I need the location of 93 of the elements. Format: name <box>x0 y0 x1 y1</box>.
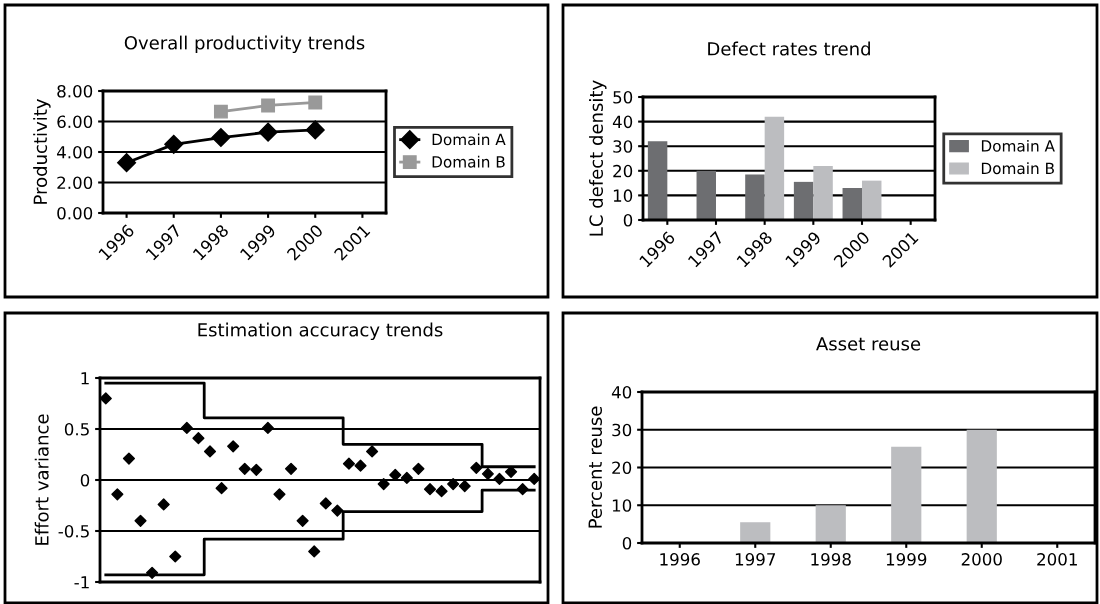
y-tick-label: 20 <box>613 164 633 178</box>
point <box>308 545 321 558</box>
point <box>122 452 136 465</box>
y-axis-title: Percent reuse <box>588 406 603 528</box>
point <box>157 498 170 511</box>
point <box>423 483 437 496</box>
point <box>192 432 205 445</box>
y-tick-label: 50 <box>613 90 633 104</box>
point <box>238 462 251 475</box>
point <box>284 462 298 475</box>
y-tick-label: 6.00 <box>57 115 93 129</box>
point <box>250 463 263 476</box>
bar <box>696 170 716 220</box>
point <box>215 482 228 495</box>
point <box>308 95 323 110</box>
point <box>470 461 483 474</box>
bar <box>815 505 846 543</box>
y-tick-label: 20 <box>612 461 632 475</box>
x-tick-label: 1999 <box>886 553 927 566</box>
y-tick-label: 8.00 <box>57 84 93 98</box>
chart-title: Asset reuse <box>816 337 921 351</box>
y-tick-label: 0 <box>623 213 633 227</box>
legend-label: Domain B <box>432 155 505 168</box>
chart-title: Estimation accuracy trends <box>198 322 443 341</box>
y-tick-label: -1 <box>74 576 89 589</box>
point <box>111 488 124 501</box>
y-tick-label: 30 <box>613 140 633 153</box>
y-tick-label: 0 <box>80 473 90 487</box>
y-tick-label: 0 <box>622 536 632 550</box>
point <box>331 504 344 517</box>
point <box>261 421 274 435</box>
point <box>366 445 379 458</box>
chart-title: Overall productivity trends <box>124 35 365 54</box>
bar <box>764 116 785 220</box>
x-tick-label: 2000 <box>961 553 1002 566</box>
y-axis-title: Effort variance <box>34 414 49 545</box>
point <box>203 445 217 458</box>
y-axis-title: LC defect density <box>589 80 607 236</box>
x-tick-label: 1996 <box>660 553 700 566</box>
bar <box>813 165 833 220</box>
y-tick-label: 2.00 <box>57 176 93 190</box>
legend-label: Domain A <box>432 133 506 146</box>
x-tick-label: 1998 <box>811 553 851 566</box>
point <box>180 421 193 435</box>
point <box>342 457 356 470</box>
point <box>164 134 184 154</box>
y-axis-title: Productivity <box>33 99 51 204</box>
point <box>377 478 390 491</box>
y-tick-label: 40 <box>611 385 632 399</box>
y-tick-label: -0.5 <box>58 524 89 538</box>
point <box>261 98 276 113</box>
x-tick-label: 1997 <box>735 553 776 566</box>
y-tick-label: 0.00 <box>57 206 93 220</box>
point <box>493 472 506 486</box>
bar <box>966 429 997 543</box>
y-tick-label: 0.5 <box>64 422 89 436</box>
y-tick-label: 10 <box>612 499 632 512</box>
legend-label: Domain A <box>981 139 1055 152</box>
point <box>528 472 540 486</box>
x-tick-label: 2001 <box>1037 553 1077 566</box>
bar <box>793 181 814 220</box>
y-tick-label: 4.00 <box>56 145 93 159</box>
point <box>435 485 448 498</box>
point <box>305 120 325 140</box>
bar <box>745 174 765 220</box>
point <box>458 480 471 493</box>
point <box>258 122 278 142</box>
point <box>100 392 112 405</box>
y-tick-label: 40 <box>612 115 633 129</box>
bar <box>891 446 922 543</box>
point <box>227 440 240 453</box>
point <box>273 488 286 501</box>
point <box>447 478 460 491</box>
point <box>169 550 182 563</box>
chart-title: Defect rates trend <box>708 41 870 56</box>
point <box>481 467 494 480</box>
y-tick-label: 30 <box>612 423 632 437</box>
point <box>213 104 228 119</box>
point <box>117 153 137 173</box>
point <box>319 497 332 510</box>
y-tick-label: 1 <box>81 372 89 385</box>
bar <box>740 522 771 543</box>
legend-label: Domain B <box>981 162 1054 175</box>
point <box>400 471 413 485</box>
bar <box>647 141 668 220</box>
y-tick-label: 10 <box>613 189 633 202</box>
bar <box>842 188 862 220</box>
bar <box>862 180 882 220</box>
point <box>211 127 231 148</box>
point <box>296 514 309 527</box>
point <box>134 514 147 527</box>
point <box>412 462 425 475</box>
point <box>354 459 367 472</box>
